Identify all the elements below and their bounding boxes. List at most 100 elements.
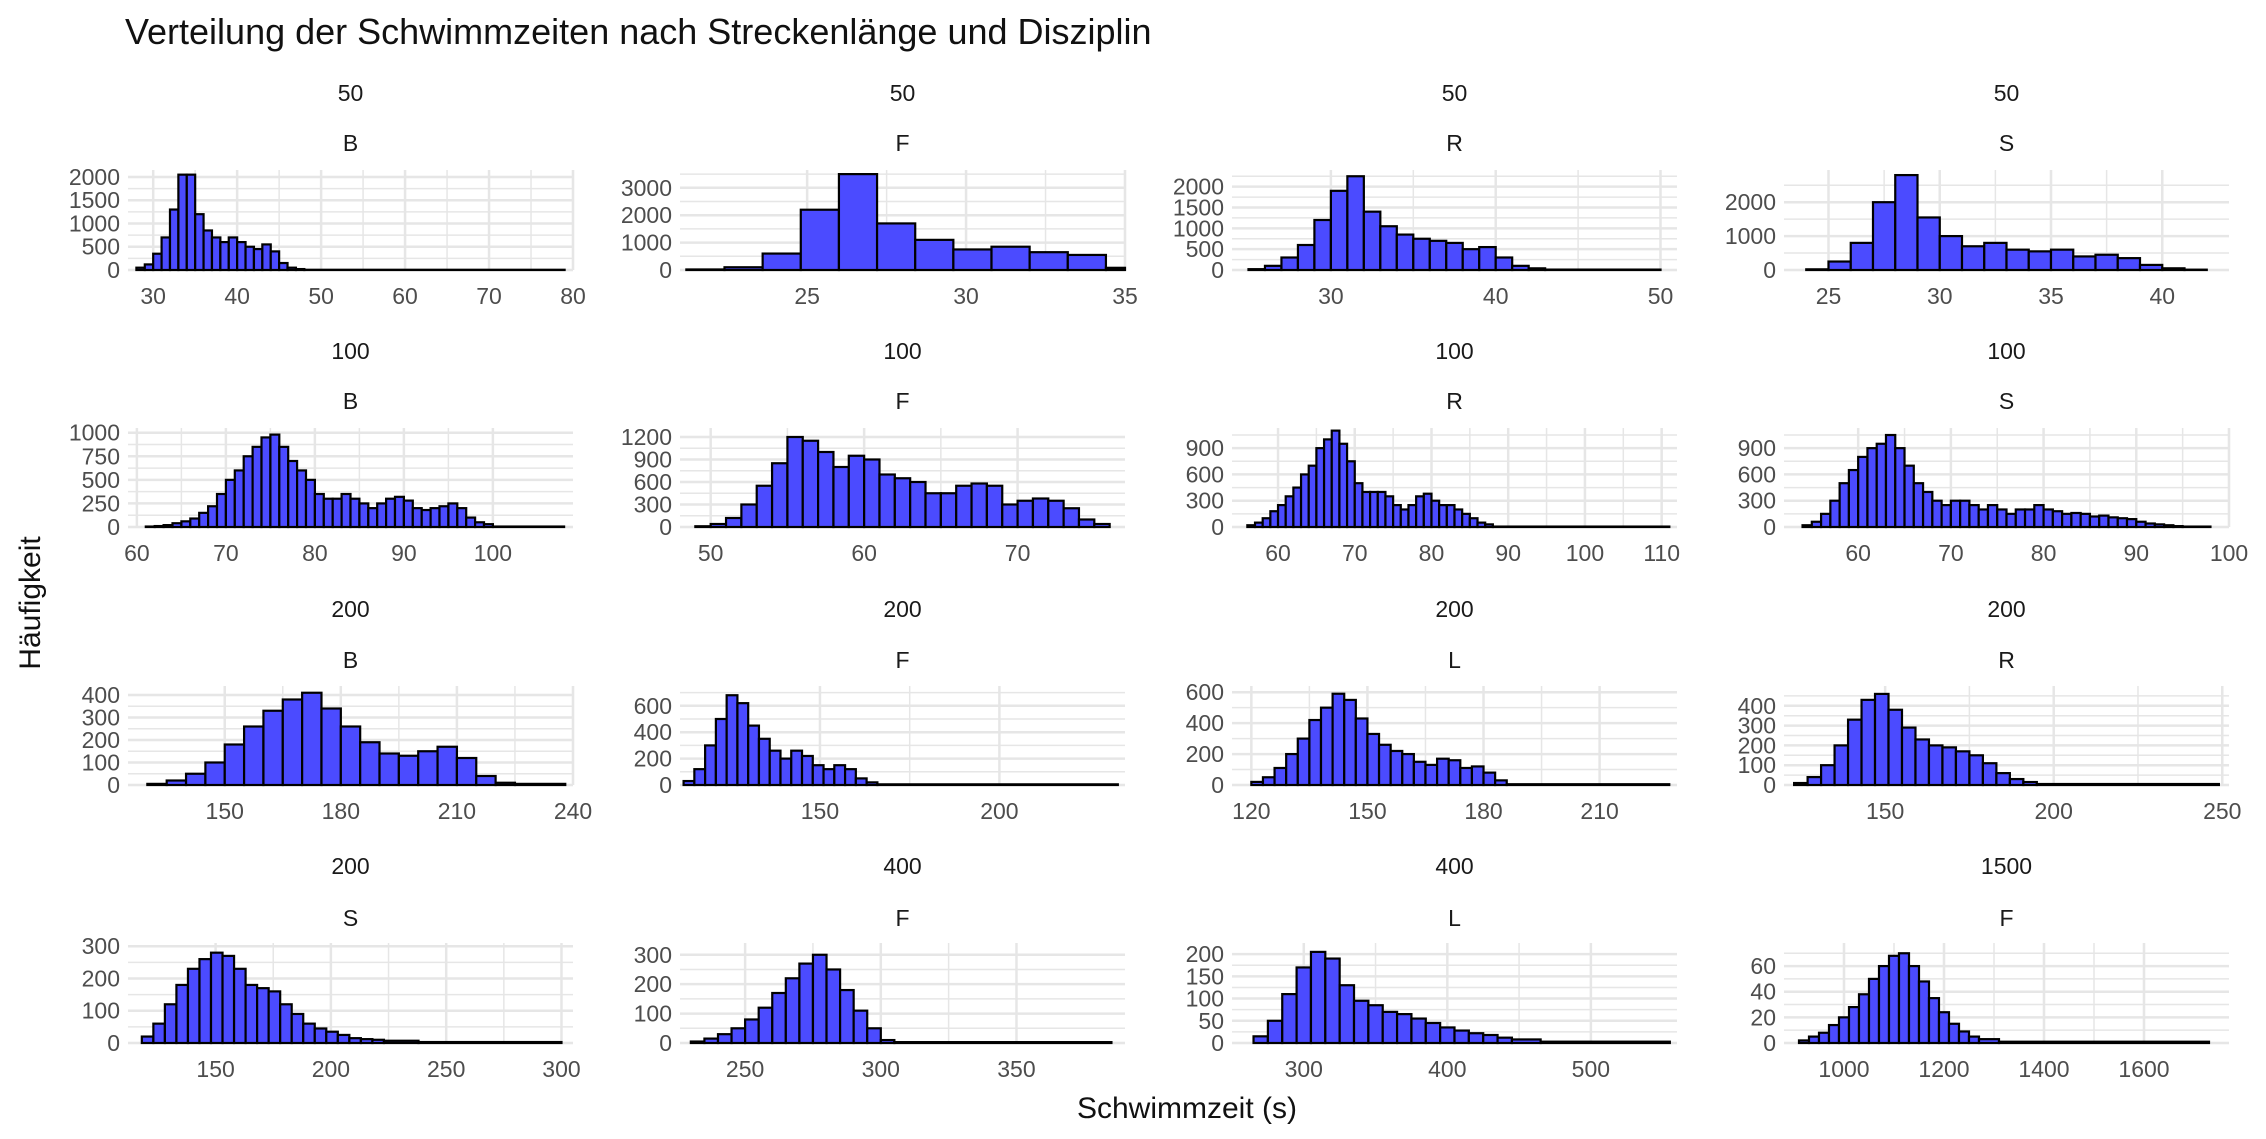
histogram-bar: [204, 761, 226, 787]
histogram-bar: [1445, 241, 1464, 272]
y-tick-label: 600: [634, 693, 672, 719]
histogram-bar: [160, 236, 172, 272]
histogram-bar: [2035, 782, 2220, 787]
histogram-bar: [1331, 692, 1346, 787]
y-tick-label: 100: [82, 998, 120, 1024]
strip-label-discipline: F: [895, 388, 909, 414]
histogram-bar: [1424, 1021, 1442, 1045]
strip-label-discipline: B: [343, 388, 358, 414]
strip-label-discipline: S: [1999, 130, 2014, 156]
y-tick-label: 1000: [69, 420, 120, 446]
histogram-bar: [1369, 490, 1379, 529]
histogram-bar: [1900, 726, 1917, 787]
histogram-bar: [2172, 525, 2184, 529]
histogram-bar: [1412, 760, 1427, 787]
histogram-bar: [878, 473, 896, 529]
histogram-bar: [1959, 499, 1971, 529]
histogram-bar: [1476, 521, 1487, 529]
histogram-bar: [786, 435, 804, 529]
histogram-bar: [1468, 517, 1479, 529]
histogram-bar: [1066, 253, 1108, 272]
histogram-bar: [1299, 473, 1310, 529]
histogram-bar: [1338, 984, 1356, 1045]
x-tick-label: 300: [862, 1056, 900, 1082]
histogram-bar: [811, 953, 828, 1045]
histogram-bar: [1389, 749, 1404, 787]
histogram-bar: [1346, 175, 1365, 272]
y-tick-label: 100: [634, 1001, 672, 1027]
histogram-bar: [1527, 267, 1547, 272]
strip-label-discipline: L: [1448, 647, 1461, 673]
y-tick-label: 100: [1738, 752, 1776, 778]
y-tick-label: 0: [107, 772, 120, 798]
histogram-bar: [757, 1006, 774, 1045]
x-tick-label: 210: [1580, 798, 1618, 824]
histogram-bar: [1837, 1016, 1851, 1045]
y-tick-label: 60: [1750, 953, 1776, 979]
histogram-bar: [1921, 490, 1934, 529]
histogram-bar: [1269, 510, 1280, 529]
histogram-bar: [186, 967, 201, 1045]
histogram-bar: [1857, 993, 1871, 1045]
y-tick-label: 1000: [1173, 215, 1224, 241]
x-tick-label: 70: [1005, 540, 1031, 566]
x-tick-label: 60: [851, 540, 877, 566]
histogram-bar: [771, 991, 787, 1045]
histogram-bar: [1428, 239, 1448, 272]
histogram-bar: [1539, 1040, 1671, 1045]
histogram-bar: [429, 507, 441, 529]
histogram-bar: [1447, 759, 1462, 787]
y-tick-label: 1200: [621, 424, 672, 450]
histogram-bar: [1968, 503, 1980, 529]
x-tick-label: 60: [1265, 540, 1291, 566]
histogram-bar: [1897, 952, 1911, 1045]
strip-label-discipline: F: [895, 647, 909, 673]
histogram-bar: [1986, 503, 1999, 529]
histogram-bar: [2098, 514, 2110, 529]
y-tick-label: 200: [1186, 741, 1224, 767]
histogram-bar: [436, 745, 459, 787]
histogram-bar: [1931, 499, 1943, 529]
histogram-bar: [1947, 1022, 1961, 1045]
histogram-bar: [2079, 512, 2092, 529]
x-tick-label: 30: [1927, 283, 1953, 309]
y-tick-label: 900: [1186, 435, 1224, 461]
histogram-bar: [1395, 233, 1415, 272]
histogram-bar: [1319, 706, 1334, 787]
histogram-bar: [1494, 256, 1514, 272]
histogram-bar: [1315, 447, 1326, 529]
histogram-bar: [1887, 954, 1901, 1045]
histogram-bar: [152, 252, 163, 272]
x-tick-label: 150: [206, 798, 244, 824]
histogram-bar: [744, 1018, 760, 1045]
y-tick-label: 600: [1186, 679, 1224, 705]
histogram-bar: [799, 208, 841, 272]
strip-label-discipline: B: [343, 130, 358, 156]
histogram-bar: [924, 492, 942, 529]
strip-label-distance: 200: [1435, 596, 1473, 622]
histogram-bar: [244, 245, 256, 272]
histogram-bar: [1912, 482, 1925, 529]
y-tick-label: 600: [1186, 461, 1224, 487]
x-tick-label: 90: [1495, 540, 1521, 566]
histogram-bar: [294, 267, 306, 272]
histogram-bar: [1917, 980, 1931, 1045]
histogram-bar: [2005, 512, 2017, 529]
strip-label-distance: 50: [890, 80, 916, 106]
histogram-bar: [313, 1027, 328, 1045]
facet-panel-13: 150 200 250 300 0 100 200 300 200 S: [82, 853, 581, 1082]
histogram-bar: [685, 268, 726, 272]
histogram-bar: [1453, 508, 1464, 529]
histogram-bar: [2022, 780, 2038, 787]
y-tick-label: 20: [1750, 1004, 1776, 1030]
y-tick-label: 300: [82, 705, 120, 731]
histogram-bar: [1846, 718, 1863, 787]
histogram-bar: [1338, 442, 1349, 529]
x-tick-label: 30: [1318, 283, 1344, 309]
x-tick-label: 300: [542, 1056, 580, 1082]
histogram-bar: [209, 951, 224, 1045]
histogram-bar: [1977, 1038, 2001, 1045]
